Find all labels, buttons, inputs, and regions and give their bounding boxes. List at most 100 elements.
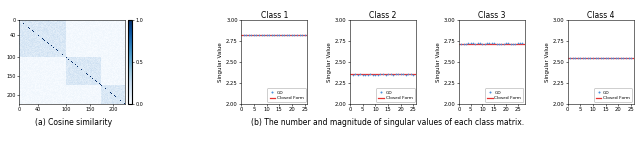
- Point: [378, 73, 388, 76]
- Point: [598, 56, 608, 59]
- Point: [390, 73, 401, 76]
- Point: [506, 43, 516, 45]
- Point: [482, 42, 492, 45]
- Legend: GD, Closed Form: GD, Closed Form: [268, 88, 306, 102]
- Point: [348, 73, 358, 76]
- Point: [489, 42, 499, 45]
- Point: [249, 34, 259, 36]
- Point: [570, 57, 580, 59]
- Point: [271, 34, 282, 36]
- Point: [475, 42, 485, 44]
- Point: [294, 34, 305, 36]
- Point: [611, 57, 621, 59]
- Point: [472, 42, 483, 45]
- Point: [616, 57, 626, 59]
- Point: [300, 34, 310, 36]
- Point: [463, 42, 474, 44]
- Point: [573, 57, 583, 59]
- Point: [605, 57, 616, 59]
- Text: (b) The number and magnitude of singular values of each class matrix.: (b) The number and magnitude of singular…: [251, 118, 524, 127]
- Point: [580, 56, 591, 59]
- Point: [239, 34, 249, 36]
- Point: [456, 42, 467, 45]
- Point: [360, 73, 371, 76]
- Point: [396, 73, 406, 75]
- Point: [484, 42, 495, 44]
- Point: [254, 34, 264, 36]
- Point: [241, 34, 252, 36]
- Point: [284, 34, 294, 37]
- Point: [269, 34, 279, 36]
- Point: [289, 34, 300, 36]
- Point: [603, 57, 613, 59]
- Point: [568, 57, 578, 59]
- Point: [508, 42, 518, 45]
- Point: [292, 34, 302, 36]
- Point: [477, 43, 488, 45]
- Point: [600, 57, 611, 59]
- Point: [368, 73, 378, 76]
- Point: [468, 42, 478, 44]
- Point: [501, 42, 511, 45]
- Point: [403, 73, 413, 75]
- Point: [365, 73, 376, 76]
- Point: [383, 73, 393, 75]
- Y-axis label: Singular Value: Singular Value: [218, 42, 223, 82]
- Point: [252, 34, 262, 36]
- Point: [470, 42, 481, 45]
- Point: [499, 42, 509, 45]
- Point: [246, 34, 257, 37]
- Title: Class 1: Class 1: [260, 11, 288, 20]
- Point: [513, 42, 523, 44]
- Point: [613, 57, 623, 59]
- Y-axis label: Singular Value: Singular Value: [327, 42, 332, 82]
- Point: [586, 57, 596, 59]
- Point: [388, 74, 398, 76]
- Point: [385, 73, 396, 76]
- Point: [623, 56, 634, 59]
- Point: [244, 34, 254, 36]
- Point: [583, 57, 593, 59]
- Point: [588, 57, 598, 59]
- Point: [608, 57, 618, 59]
- Point: [297, 34, 307, 36]
- Point: [492, 42, 502, 45]
- Point: [279, 34, 289, 36]
- Point: [262, 34, 272, 37]
- Point: [565, 56, 575, 59]
- Point: [496, 43, 506, 45]
- Point: [575, 57, 586, 59]
- Point: [401, 73, 411, 76]
- Point: [510, 43, 520, 45]
- Point: [350, 73, 360, 75]
- Legend: GD, Closed Form: GD, Closed Form: [376, 88, 415, 102]
- Point: [465, 42, 476, 44]
- Point: [264, 34, 275, 36]
- Y-axis label: Singular Value: Singular Value: [545, 42, 550, 82]
- Point: [626, 56, 636, 59]
- Point: [371, 73, 381, 76]
- Point: [458, 42, 468, 45]
- Point: [621, 56, 631, 59]
- Point: [618, 56, 628, 59]
- Point: [274, 34, 284, 36]
- Point: [479, 42, 490, 45]
- Point: [517, 42, 527, 44]
- Point: [287, 34, 297, 36]
- Point: [259, 34, 269, 36]
- Title: Class 4: Class 4: [587, 11, 614, 20]
- Point: [257, 34, 267, 37]
- Point: [358, 73, 368, 76]
- Point: [461, 42, 471, 45]
- Point: [380, 73, 390, 76]
- Point: [593, 56, 604, 59]
- Point: [266, 34, 276, 36]
- Point: [578, 56, 588, 59]
- Point: [595, 57, 605, 59]
- Point: [515, 42, 525, 45]
- Point: [363, 73, 373, 76]
- Legend: GD, Closed Form: GD, Closed Form: [485, 88, 524, 102]
- Point: [408, 73, 419, 76]
- Point: [375, 73, 385, 75]
- Point: [393, 73, 403, 76]
